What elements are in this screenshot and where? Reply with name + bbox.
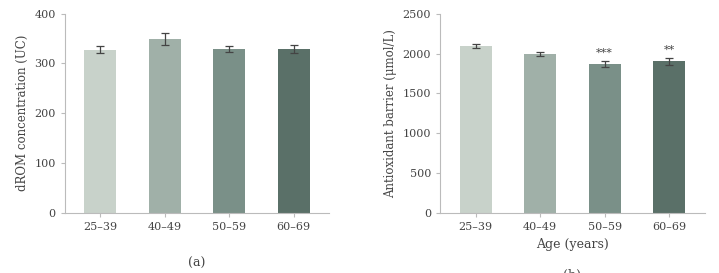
Y-axis label: Antioxidant barrier (μmol/L): Antioxidant barrier (μmol/L) (384, 29, 397, 198)
Text: **: ** (664, 44, 674, 55)
Bar (589, 64, 620, 213)
Text: (a): (a) (188, 257, 206, 270)
Bar (459, 46, 492, 213)
Bar (653, 61, 685, 213)
Bar (213, 49, 245, 213)
Bar (149, 38, 180, 213)
Bar (278, 49, 310, 213)
Text: ***: *** (596, 48, 613, 58)
Y-axis label: dROM concentration (UC): dROM concentration (UC) (16, 35, 29, 191)
X-axis label: Age (years): Age (years) (536, 238, 609, 251)
Bar (524, 54, 557, 213)
Bar (84, 49, 116, 213)
Text: (b): (b) (564, 269, 582, 273)
